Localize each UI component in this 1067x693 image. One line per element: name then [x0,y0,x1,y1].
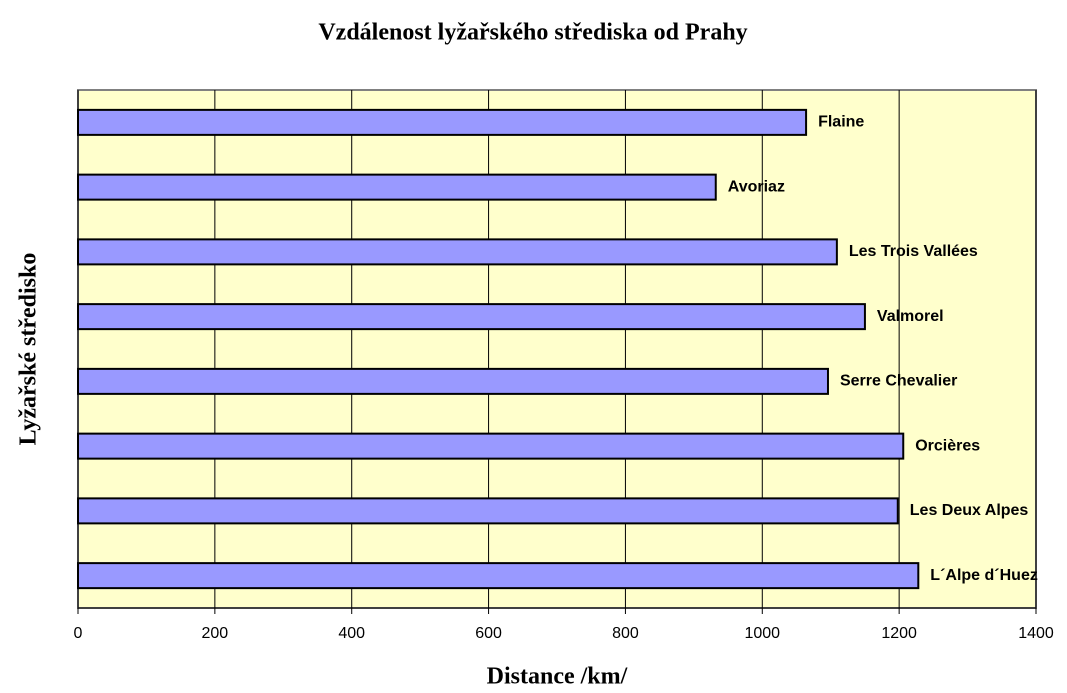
data-label: Flaine [818,114,864,131]
data-label: Orcières [915,437,980,454]
bar [77,562,920,590]
bar [77,432,905,460]
bar [77,497,899,525]
bar [77,303,866,331]
plot-area [77,89,1037,609]
bar [77,173,717,201]
chart-title: Vzdálenost lyžařského střediska od Prahy [318,20,747,46]
x-tick-label: 600 [475,625,502,642]
y-axis-title: Lyžařské středisko [16,253,42,446]
x-tick-label: 400 [338,625,365,642]
data-label: Valmorel [877,308,944,325]
bar [77,238,838,266]
x-tick-label: 800 [612,625,639,642]
x-axis-title: Distance /km/ [487,664,628,690]
x-tick-label: 1200 [881,625,917,642]
data-label: Les Trois Vallées [849,243,978,260]
x-tick-label: 1400 [1018,625,1054,642]
data-label: L´Alpe d´Huez [930,567,1038,584]
x-tick-label: 0 [74,625,83,642]
bar [77,108,808,136]
x-tick-label: 1000 [744,625,780,642]
data-label: Les Deux Alpes [910,502,1029,519]
data-label: Serre Chevalier [840,373,957,390]
bar [77,367,829,395]
x-tick-label: 200 [202,625,229,642]
data-label: Avoriaz [728,178,785,195]
